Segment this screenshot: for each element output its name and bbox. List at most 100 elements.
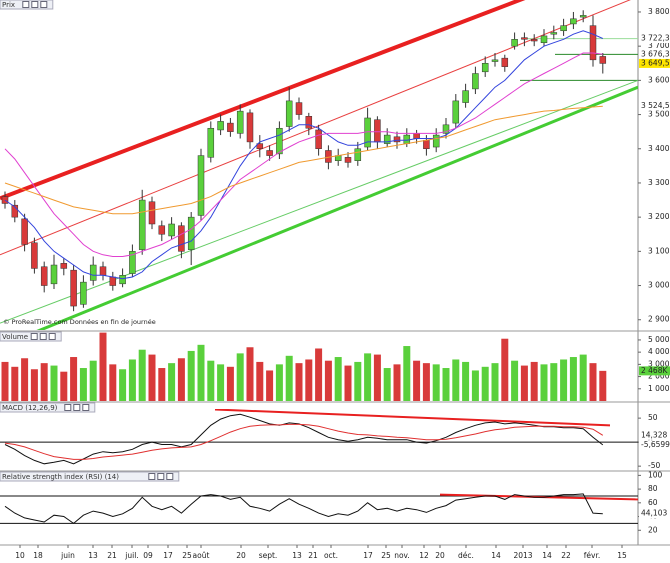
candle-body [148,201,156,225]
header-icon [166,473,174,480]
value-label-bg [639,58,670,68]
header-icon [22,1,30,8]
y-tick-label: 100 [648,470,663,479]
value-label-bg [639,49,670,59]
x-tick-label: 22 [561,551,571,560]
volume-bar [246,347,254,401]
volume-bar [50,365,58,401]
trend-line [0,79,638,324]
candle-body [40,266,48,286]
x-tick-label: août [193,551,210,560]
volume-bar [148,354,156,401]
y-tick-label: 1 000K [648,384,670,393]
trend-line [0,0,526,201]
candle-body [530,39,538,42]
value-label: 2 468K [641,366,668,375]
value-label-bg [639,509,670,519]
candle-body [11,204,19,218]
x-tick-label: déc. [458,551,474,560]
volume-bar [285,355,293,401]
volume-bar [79,368,87,401]
y-tick-label: -50 [648,461,660,470]
x-tick-label: 21 [107,551,117,560]
y-tick-label: 60 [648,498,658,507]
trend-line [36,85,638,330]
value-label: 3 722,3 [641,34,670,43]
volume-bar [119,369,127,401]
candle-body [99,266,107,276]
candle-body [344,157,352,163]
value-label-bg [639,440,670,450]
volume-bar [364,353,372,401]
volume-bar [403,346,411,401]
candle-body [413,133,420,139]
candle-body [560,25,567,32]
panel-header [0,331,62,342]
x-tick-label: 25 [182,551,192,560]
footnote: © ProRealTime.com Données en fin de jour… [3,318,156,326]
volume-bar [324,360,332,401]
candle-body [1,196,9,204]
y-tick-label: 80 [648,484,658,493]
candle-body [236,110,244,134]
value-label: 44,103 [641,509,667,518]
candle-body [550,32,558,35]
header-icon [157,473,165,480]
volume-bar [540,364,548,401]
volume-bar [128,359,136,401]
volume-bar [99,332,107,401]
candle-body [511,39,518,47]
volume-bar [511,360,519,401]
y-tick-label: 3 000K [648,359,670,368]
volume-bar [109,364,117,401]
candle-body [295,102,303,115]
indicator-line [4,105,603,215]
x-tick-label: 17 [163,551,173,560]
candle-body [472,73,479,90]
candle-body [491,59,499,62]
volume-bar [158,368,166,401]
volume-bar [452,359,460,401]
value-label: -5,6599 [641,440,670,449]
x-tick-label: 14 [542,551,552,560]
y-tick-label: 3 600 [648,75,670,84]
x-tick-label: 13 [88,551,98,560]
volume-bar [589,363,597,401]
header-icon [64,404,72,411]
header-icon [40,1,48,8]
volume-bar [579,354,587,401]
y-tick-label: 50 [648,413,658,422]
volume-bar [442,368,450,401]
x-tick-label: 13 [292,551,302,560]
x-tick-label: 20 [236,551,246,560]
value-label: 14,328 [641,430,667,439]
candle-body [285,100,293,127]
volume-bar [334,357,342,401]
candle-body [354,148,362,161]
x-tick-label: oct. [324,551,338,560]
y-tick-label: 3 100 [648,246,670,255]
candle-body [256,143,264,150]
candle-body [423,139,430,150]
volume-bar [550,363,558,401]
y-tick-label: 3 000 [648,281,670,290]
y-tick-label: 5 000K [648,335,670,344]
volume-bar [1,361,9,401]
value-label-bg [639,430,670,440]
panel [0,0,638,330]
volume-bar [40,363,48,401]
y-tick-label: 2 000K [648,372,670,381]
x-tick-label: 14 [491,551,501,560]
value-label: 3 524,5 [641,101,670,110]
volume-bar [599,370,607,401]
candle-body [276,127,283,155]
x-tick-label: 10 [15,551,25,560]
panel [0,409,638,465]
y-tick-label: 3 300 [648,178,670,187]
candle-body [109,276,117,286]
x-tick-label: juil. [124,551,138,560]
x-tick-label: 2013 [513,551,532,560]
indicator-line [4,423,604,460]
candle-body [315,129,322,150]
volume-bar [11,366,19,401]
